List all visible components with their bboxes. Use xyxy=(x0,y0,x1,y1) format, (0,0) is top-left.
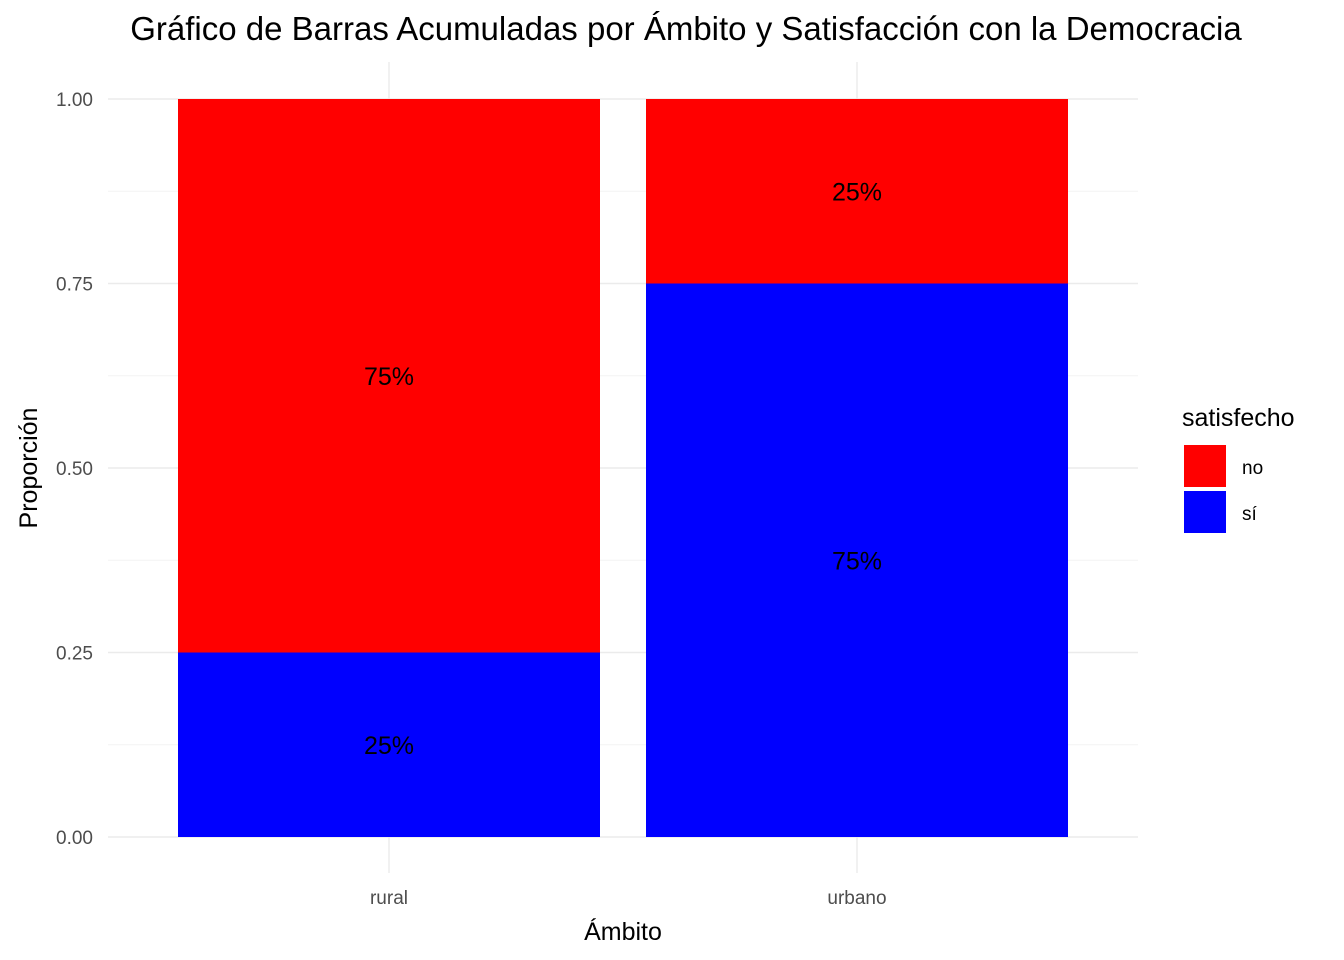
bar-labels: 25% 75% 75% 25% xyxy=(364,178,882,760)
y-tick-label: 1.00 xyxy=(56,90,93,111)
bar-urbano-0 xyxy=(646,283,1068,837)
bars xyxy=(178,99,1068,837)
y-tick-label: 0.25 xyxy=(56,644,93,665)
legend-label: sí xyxy=(1242,504,1258,525)
x-axis-ticks: rural urbano xyxy=(370,888,887,909)
legend-label: no xyxy=(1242,458,1263,479)
y-tick-label: 0.00 xyxy=(56,828,93,849)
y-axis-title: Proporción xyxy=(15,408,43,529)
y-tick-label: 0.75 xyxy=(56,275,93,296)
bar-label: 25% xyxy=(364,732,414,760)
legend-key-0 xyxy=(1184,445,1226,487)
legend-title: satisfecho xyxy=(1182,404,1295,432)
y-tick-label: 0.50 xyxy=(56,459,93,480)
legend-key-1 xyxy=(1184,491,1226,533)
chart-title: Gráfico de Barras Acumuladas por Ámbito … xyxy=(130,10,1242,47)
x-tick-label: urbano xyxy=(827,888,886,909)
bar-label: 25% xyxy=(832,178,882,206)
y-axis-ticks: 0.00 0.25 0.50 0.75 1.00 xyxy=(56,90,93,849)
bar-rural-0 xyxy=(178,652,600,837)
bar-label: 75% xyxy=(364,363,414,391)
x-axis-title: Ámbito xyxy=(584,917,662,946)
bar-rural-1 xyxy=(178,99,600,653)
x-tick-label: rural xyxy=(370,888,408,909)
legend: satisfecho no sí xyxy=(1182,404,1295,533)
bar-urbano-1 xyxy=(646,99,1068,284)
bar-label: 75% xyxy=(832,547,882,575)
